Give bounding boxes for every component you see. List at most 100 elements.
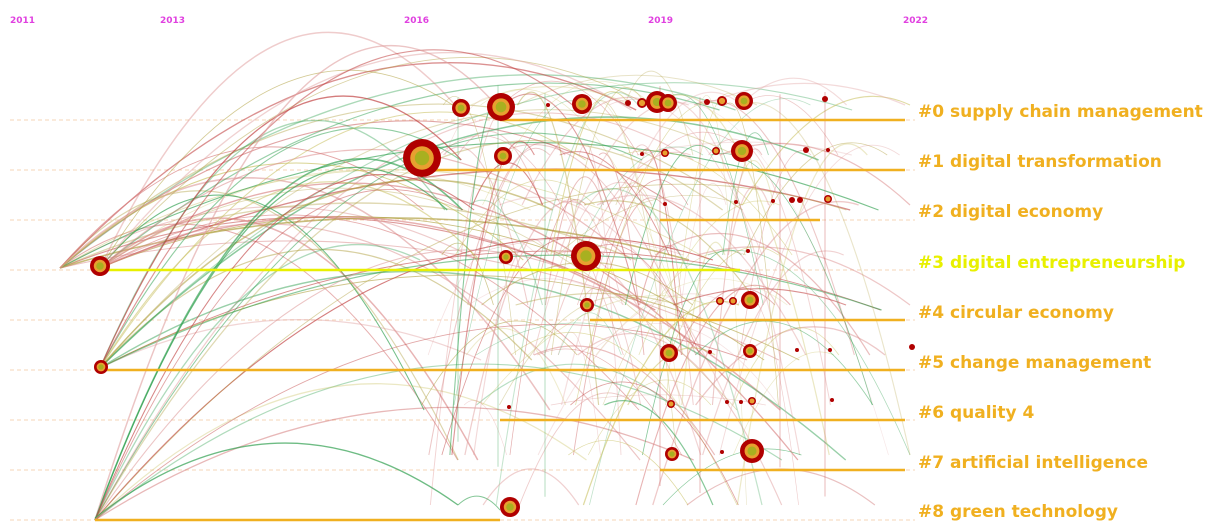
citation-arc xyxy=(642,249,742,456)
citation-links xyxy=(59,31,911,521)
citation-arc xyxy=(427,238,538,356)
citation-node-core xyxy=(747,348,753,354)
citation-node xyxy=(746,249,750,253)
citation-arc xyxy=(99,109,746,369)
citation-arc xyxy=(674,287,776,356)
citation-node xyxy=(826,148,830,152)
citation-arc xyxy=(532,181,653,356)
citation-arc xyxy=(509,199,587,456)
citation-arc xyxy=(94,442,459,519)
citation-arc xyxy=(99,127,462,369)
citation-node xyxy=(625,100,631,106)
citation-arc xyxy=(99,274,800,369)
citation-arc xyxy=(594,179,689,306)
citation-arc xyxy=(695,326,886,406)
citation-node-core xyxy=(499,152,507,160)
cluster-label-7[interactable]: #7 artificial intelligence xyxy=(918,453,1148,473)
citation-arc xyxy=(99,214,640,411)
citation-arc xyxy=(589,98,811,506)
citation-arc xyxy=(59,223,459,461)
citation-arc xyxy=(473,238,550,456)
citation-node xyxy=(789,197,795,203)
citation-node-ring xyxy=(825,196,831,202)
citation-arc xyxy=(94,244,421,521)
citation-node-core xyxy=(746,296,754,304)
citation-node xyxy=(795,348,799,352)
citation-arc xyxy=(576,187,763,506)
citation-arc xyxy=(550,91,630,256)
cluster-label-4[interactable]: #4 circular economy xyxy=(918,303,1114,323)
citation-arc xyxy=(662,448,802,506)
cluster-label-6[interactable]: #6 quality 4 xyxy=(918,403,1035,423)
citation-node xyxy=(828,348,832,352)
citation-arc xyxy=(680,183,727,306)
citation-arc xyxy=(99,111,586,369)
citation-arc xyxy=(94,112,694,521)
citation-arc xyxy=(94,174,475,521)
citation-arc xyxy=(575,102,723,406)
citation-node-ring xyxy=(638,99,646,107)
citation-arc xyxy=(615,182,684,356)
citation-arc xyxy=(99,49,580,369)
citation-arc xyxy=(59,62,637,269)
citation-arc xyxy=(94,236,714,521)
citation-node-ring xyxy=(717,298,723,304)
citation-node-ring xyxy=(713,148,719,154)
citation-arc xyxy=(635,284,791,506)
citation-arc xyxy=(94,44,501,521)
citation-arc xyxy=(468,278,625,306)
citation-node-ring xyxy=(662,150,668,156)
citation-node-core xyxy=(580,250,592,262)
citation-arc xyxy=(608,98,763,256)
cluster-label-1[interactable]: #1 digital transformation xyxy=(918,152,1162,172)
citation-arc xyxy=(711,148,763,406)
citation-arc xyxy=(499,196,730,406)
citation-arc xyxy=(441,242,494,306)
cluster-label-3[interactable]: #3 digital entrepreneurship xyxy=(918,253,1186,273)
citation-node xyxy=(803,147,809,153)
citation-arc xyxy=(463,400,507,456)
citation-node-core xyxy=(98,364,104,370)
citation-arc xyxy=(99,194,425,411)
citation-node xyxy=(822,96,828,102)
cluster-label-0[interactable]: #0 supply chain management xyxy=(918,102,1203,122)
citation-node-ring xyxy=(718,97,726,105)
citation-arc xyxy=(94,363,783,521)
citation-node-core xyxy=(495,101,507,113)
citation-arc xyxy=(496,144,697,356)
citation-node xyxy=(797,197,803,203)
citation-arc xyxy=(99,51,632,269)
citation-node-core xyxy=(503,254,509,260)
citation-node-core xyxy=(740,97,748,105)
citation-arc xyxy=(568,439,689,506)
citation-arc xyxy=(718,144,900,456)
cluster-label-8[interactable]: #8 green technology xyxy=(918,502,1118,522)
citation-arc xyxy=(557,195,743,256)
citation-arc xyxy=(59,74,736,269)
citation-arc xyxy=(94,406,694,521)
cluster-label-5[interactable]: #5 change management xyxy=(918,353,1152,373)
citation-arc xyxy=(457,130,543,206)
citation-node-core xyxy=(584,302,590,308)
citation-arc xyxy=(743,142,888,256)
citation-arc xyxy=(519,392,638,506)
citation-node-ring xyxy=(730,298,736,304)
citation-arc xyxy=(471,85,632,106)
citation-arc xyxy=(99,318,482,369)
citation-arc xyxy=(59,142,879,269)
citation-node xyxy=(546,103,550,107)
citation-arc xyxy=(428,142,566,456)
citation-node-core xyxy=(665,349,673,357)
citation-node xyxy=(830,398,834,402)
citation-arc xyxy=(59,169,710,269)
citation-arc xyxy=(598,152,645,356)
citation-arc xyxy=(550,394,766,406)
citation-arc xyxy=(421,320,578,406)
citation-node-core xyxy=(664,99,672,107)
citation-arc xyxy=(686,468,876,506)
citation-arc xyxy=(739,102,911,456)
citation-arc xyxy=(470,237,684,256)
cluster-label-2[interactable]: #2 digital economy xyxy=(918,202,1104,222)
citation-arc xyxy=(99,116,819,369)
